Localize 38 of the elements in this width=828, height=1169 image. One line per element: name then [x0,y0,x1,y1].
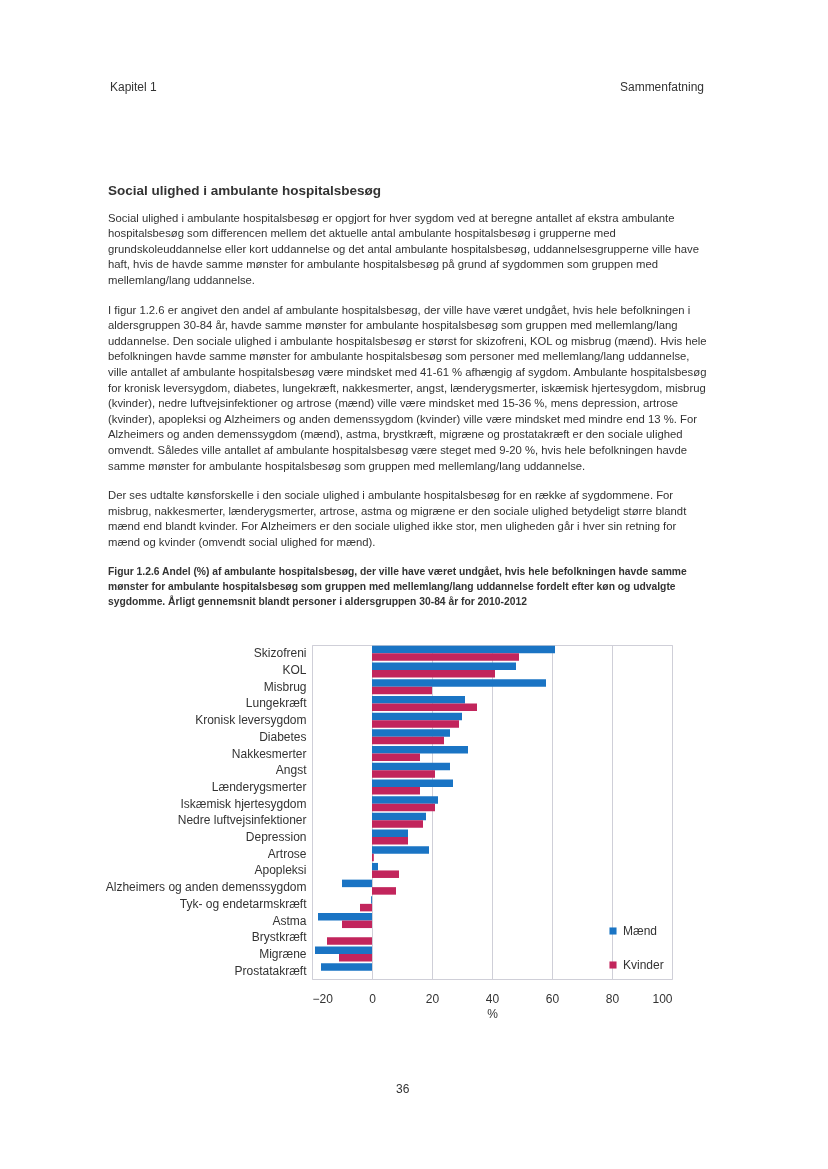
y-tick-label: Misbrug [263,679,307,694]
y-tick-label: Prostatakræft [234,963,308,978]
y-tick-label: Lænderygsmerter [211,779,307,794]
x-tick-label: 60 [545,991,560,1006]
y-tick-label: Alzheimers og anden demenssygdom [105,880,307,895]
legend-label: Kvinder [623,958,664,972]
text: Kapitel 1 [110,80,157,94]
text: I figur 1.2.6 er angivet den andel af ambulante hospitalsbesøg, der ville have været undgået, hvis hele befolkningen i aldersgruppen 30-84 år, havde samme mønster for ambulante hospitalsbesøg som gruppen med mellemlang/lang uddannelse. Den sociale ulighed i ambulante hospitalsbesøg er størst for skizofreni, KOL og misbrug (mænd). Hvis hele befolkningen havde samme mønster for ambulante hospitalsbesøg som personer med mellemlang/lang uddannelse, ville antallet af ambulante hospitalsbesøg være mindsket med 41-61 % afhængig af sygdom. Ambulante hospitalsbesøg for kronisk leversygdom, diabetes, lungekræft, nakkesmerter, angst, lænderygsmerter, iskæmisk hjertesygdom, misbrug (kvinder), nedre luftvejsinfektioner og artrose (mænd) ville være mindsket med 15-36 %, mens depression, artrose (kvinder), apopleksi og Alzheimers og anden demenssygdom (kvinder) ville være mindsket med mindre end 13 %. For Alzheimers og anden demenssygdom (mænd), astma, brystkræft, migræne og prostatakræft er den sociale ulighed omvendt. Således ville antallet af ambulante hospitalsbesøg være steget med 9-20 %, hvis hele befolkningen havde samme mønster for ambulante hospitalsbesøg som gruppen med mellemlang/lang uddannelse. [108,303,707,472]
text: 36 [396,1082,410,1096]
y-tick-label: Apopleksi [254,863,307,878]
y-tick-label: Migræne [259,946,307,961]
x-tick-label: 40 [485,991,500,1006]
text: Sammenfatning [619,80,704,94]
y-tick-label: Nedre luftvejsinfektioner [177,813,307,828]
y-tick-label: Angst [275,763,308,778]
y-tick-label: Artrose [267,846,307,861]
y-tick-label: Depression [245,830,307,845]
y-tick-label: Nakkesmerter [231,746,307,761]
y-tick-label: Kronisk leversygdom [195,713,307,728]
x-tick-label: 80 [605,991,620,1006]
chart-title: Figur 1.2.6 Andel (%) af ambulante hospitalsbesøg, der ville have været undgået, hvis hele befolkningen havde samme mønster for ambulante hospitalsbesøg som gruppen med mellemlang/lang uddannelse fordelt efter køn og udvalgte sygdomme. Årligt gennemsnit blandt personer i aldersgruppen 30-84 år for 2010-2012 [108,565,688,610]
y-tick-label: Lungekræft [245,696,308,711]
text: Der ses udtalte kønsforskelle i den sociale ulighed i ambulante hospitalsbesøg for en række af sygdommene. For misbrug, nakkesmerter, lænderygsmerter, artrose, astma og migræne er den sociale ulighed betydeligt større blandt mænd end blandt kvinder. For Alzheimers er den sociale ulighed ikke stor, men uligheden går i hver sin retning for mænd og kvinder (omvendt social ulighed for mænd). [108,488,688,550]
x-axis-title: % [487,1006,499,1021]
x-tick-label: 100 [652,991,673,1006]
y-tick-label: Iskæmisk hjertesygdom [180,796,307,811]
y-tick-label: Astma [272,913,307,928]
y-tick-label: Diabetes [259,729,307,744]
y-tick-label: Brystkræft [251,930,308,945]
text: Social ulighed i ambulante hospitalsbesøg [108,183,383,199]
x-tick-label: 0 [369,991,377,1006]
x-tick-label: −20 [312,991,334,1006]
x-tick-label: 20 [425,991,440,1006]
legend-label: Mænd [623,924,658,938]
text: Social ulighed i ambulante hospitalsbesøg er opgjort for hver sygdom ved at beregne antallet af ekstra ambulante hospitalsbesøg som differencen mellem det aktuelle antal ambulante hospitalsbesøg i grupperne med grundskoleuddannelse eller kort uddannelse og det antal ambulante hospitalsbesøg, uddannelsesgrupperne ville have haft, hvis de havde samme mønster for ambulante hospitalsbesøg på grund af sygdommen som gruppen med mellemlang/lang uddannelse. [108,210,700,288]
y-tick-label: Tyk- og endetarmskræft [179,896,308,911]
y-tick-label: KOL [282,663,307,678]
y-tick-label: Skizofreni [253,646,307,661]
